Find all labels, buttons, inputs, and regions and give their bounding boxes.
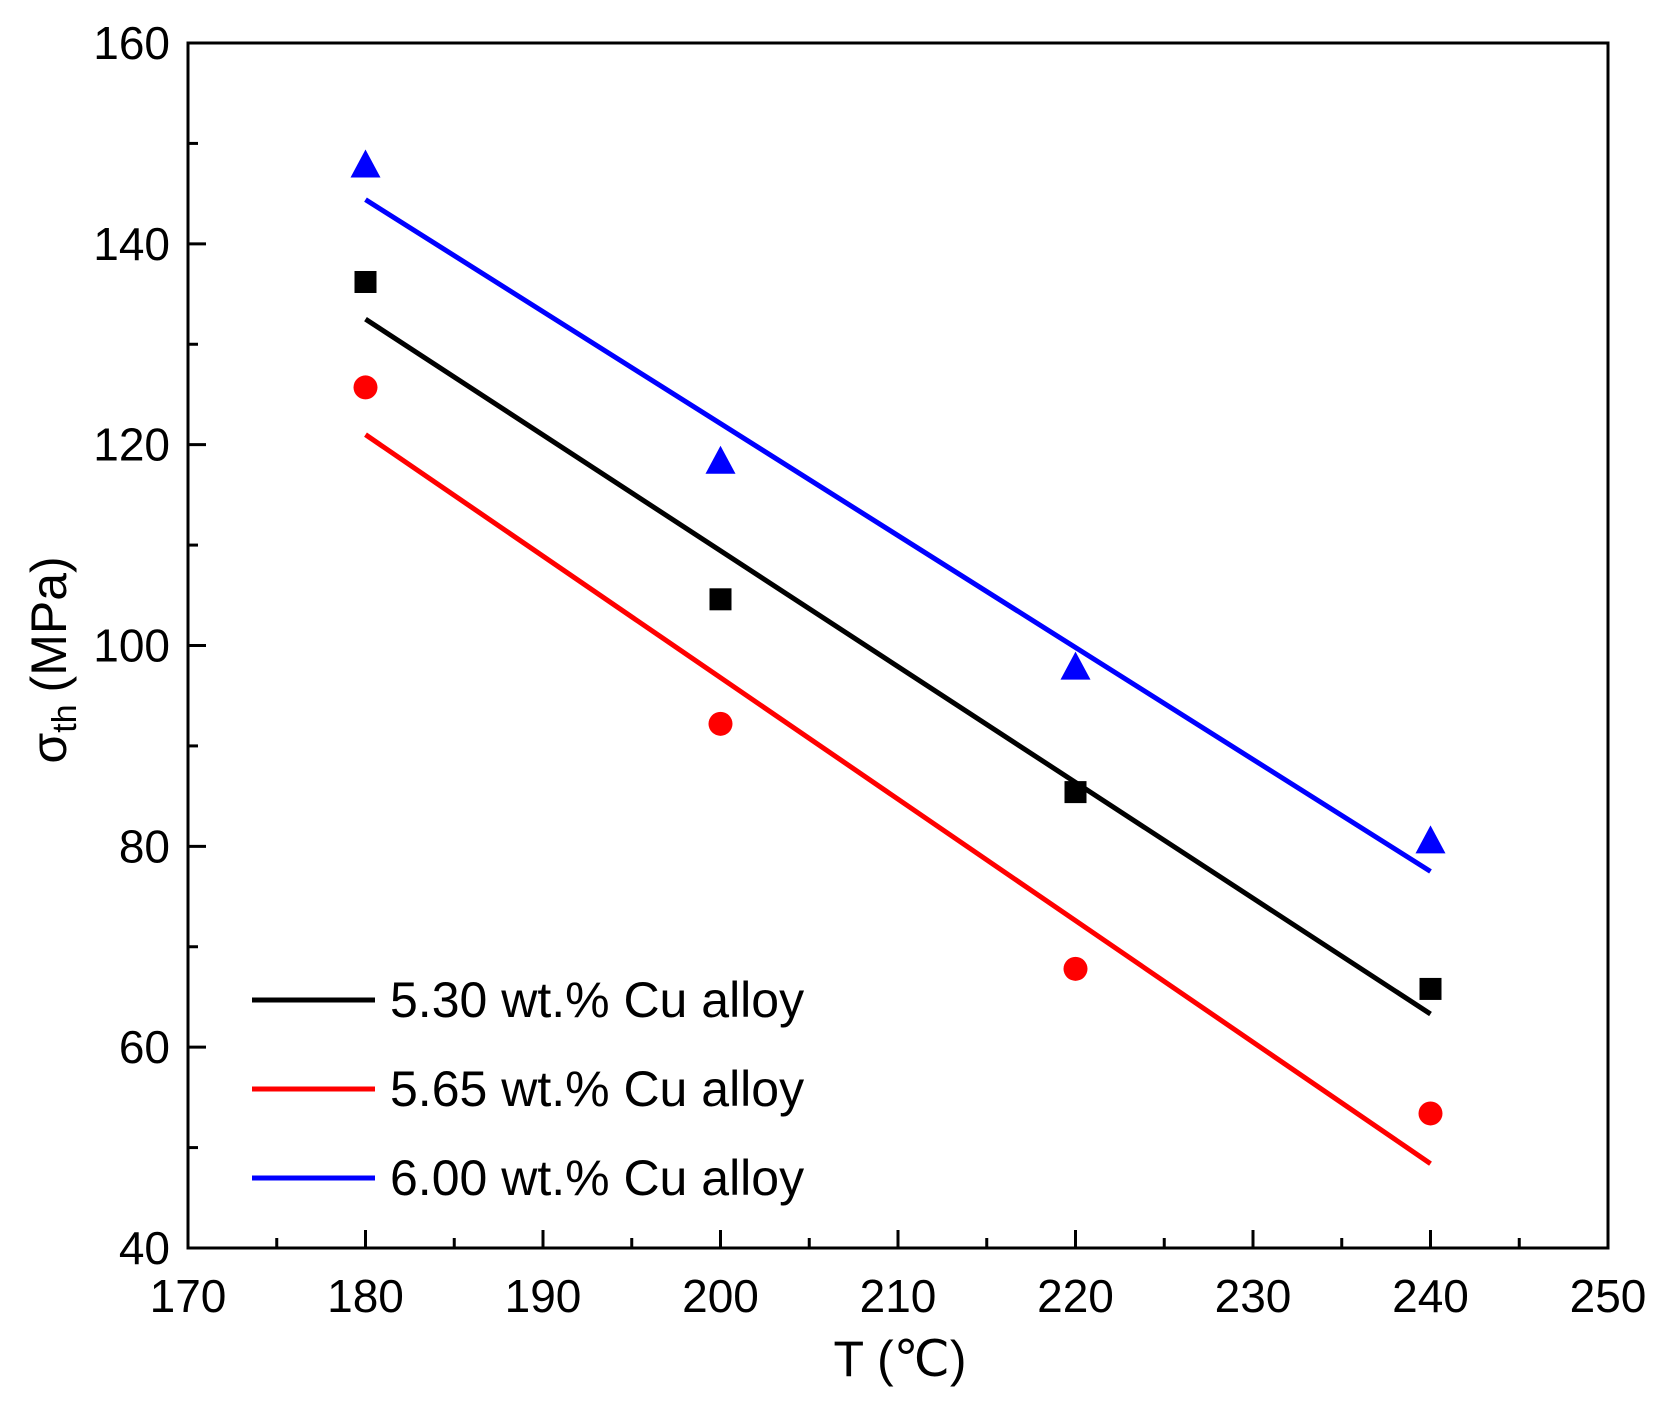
x-tick-label: 180 bbox=[327, 1270, 404, 1322]
x-tick-label: 220 bbox=[1037, 1270, 1114, 1322]
data-point-series-3 bbox=[1060, 651, 1091, 680]
fit-line-series-3 bbox=[364, 197, 1432, 874]
x-tick-label: 190 bbox=[505, 1270, 582, 1322]
data-point-series-1 bbox=[1419, 977, 1442, 1000]
x-tick-label: 240 bbox=[1392, 1270, 1469, 1322]
legend-label-series-2: 5.65 wt.% Cu alloy bbox=[390, 1061, 804, 1117]
data-point-series-2 bbox=[1063, 956, 1088, 981]
y-axis-title-unit: (MPa) bbox=[21, 556, 77, 692]
fit-line-series-2 bbox=[364, 432, 1432, 1166]
y-tick-label: 100 bbox=[93, 620, 170, 672]
y-axis-title: σth (MPa) bbox=[21, 556, 84, 763]
x-tick-label: 210 bbox=[860, 1270, 937, 1322]
x-tick-label: 250 bbox=[1570, 1270, 1647, 1322]
axis-tick-labels: 170 180 190 200 210 220 230 240 250 40 60 80 100 120 1… bbox=[93, 17, 1646, 1322]
data-markers bbox=[350, 149, 1446, 1126]
data-point-series-3 bbox=[705, 445, 736, 474]
y-tick-label: 140 bbox=[93, 218, 170, 270]
y-tick-label: 160 bbox=[93, 17, 170, 69]
legend-label-series-1: 5.30 wt.% Cu alloy bbox=[390, 972, 804, 1028]
data-point-series-3 bbox=[1415, 825, 1446, 854]
data-point-series-2 bbox=[708, 711, 733, 736]
legend: 5.30 wt.% Cu alloy 5.65 wt.% Cu alloy 6.00… bbox=[252, 972, 804, 1206]
y-axis-title-subscript: th bbox=[46, 704, 84, 732]
x-tick-label: 170 bbox=[150, 1270, 227, 1322]
data-point-series-1 bbox=[1064, 781, 1087, 804]
x-tick-label: 200 bbox=[682, 1270, 759, 1322]
y-tick-label: 60 bbox=[119, 1021, 170, 1073]
x-axis-title: T (℃) bbox=[834, 1331, 967, 1387]
svg-text:σth(MPa): σth (MPa) bbox=[21, 556, 84, 763]
data-point-series-2 bbox=[353, 375, 378, 400]
data-point-series-3 bbox=[350, 149, 381, 178]
fit-lines bbox=[364, 197, 1432, 1166]
data-point-series-1 bbox=[354, 270, 377, 293]
y-tick-label: 120 bbox=[93, 419, 170, 471]
data-point-series-1 bbox=[709, 588, 732, 611]
x-tick-label: 230 bbox=[1215, 1270, 1292, 1322]
fit-line-series-1 bbox=[364, 317, 1432, 1017]
y-tick-label: 80 bbox=[119, 820, 170, 872]
y-axis-title-symbol: σ bbox=[21, 733, 77, 764]
y-tick-label: 40 bbox=[119, 1222, 170, 1274]
plot-frame bbox=[186, 41, 1610, 1250]
data-point-series-2 bbox=[1418, 1101, 1443, 1126]
legend-label-series-3: 6.00 wt.% Cu alloy bbox=[390, 1150, 804, 1206]
